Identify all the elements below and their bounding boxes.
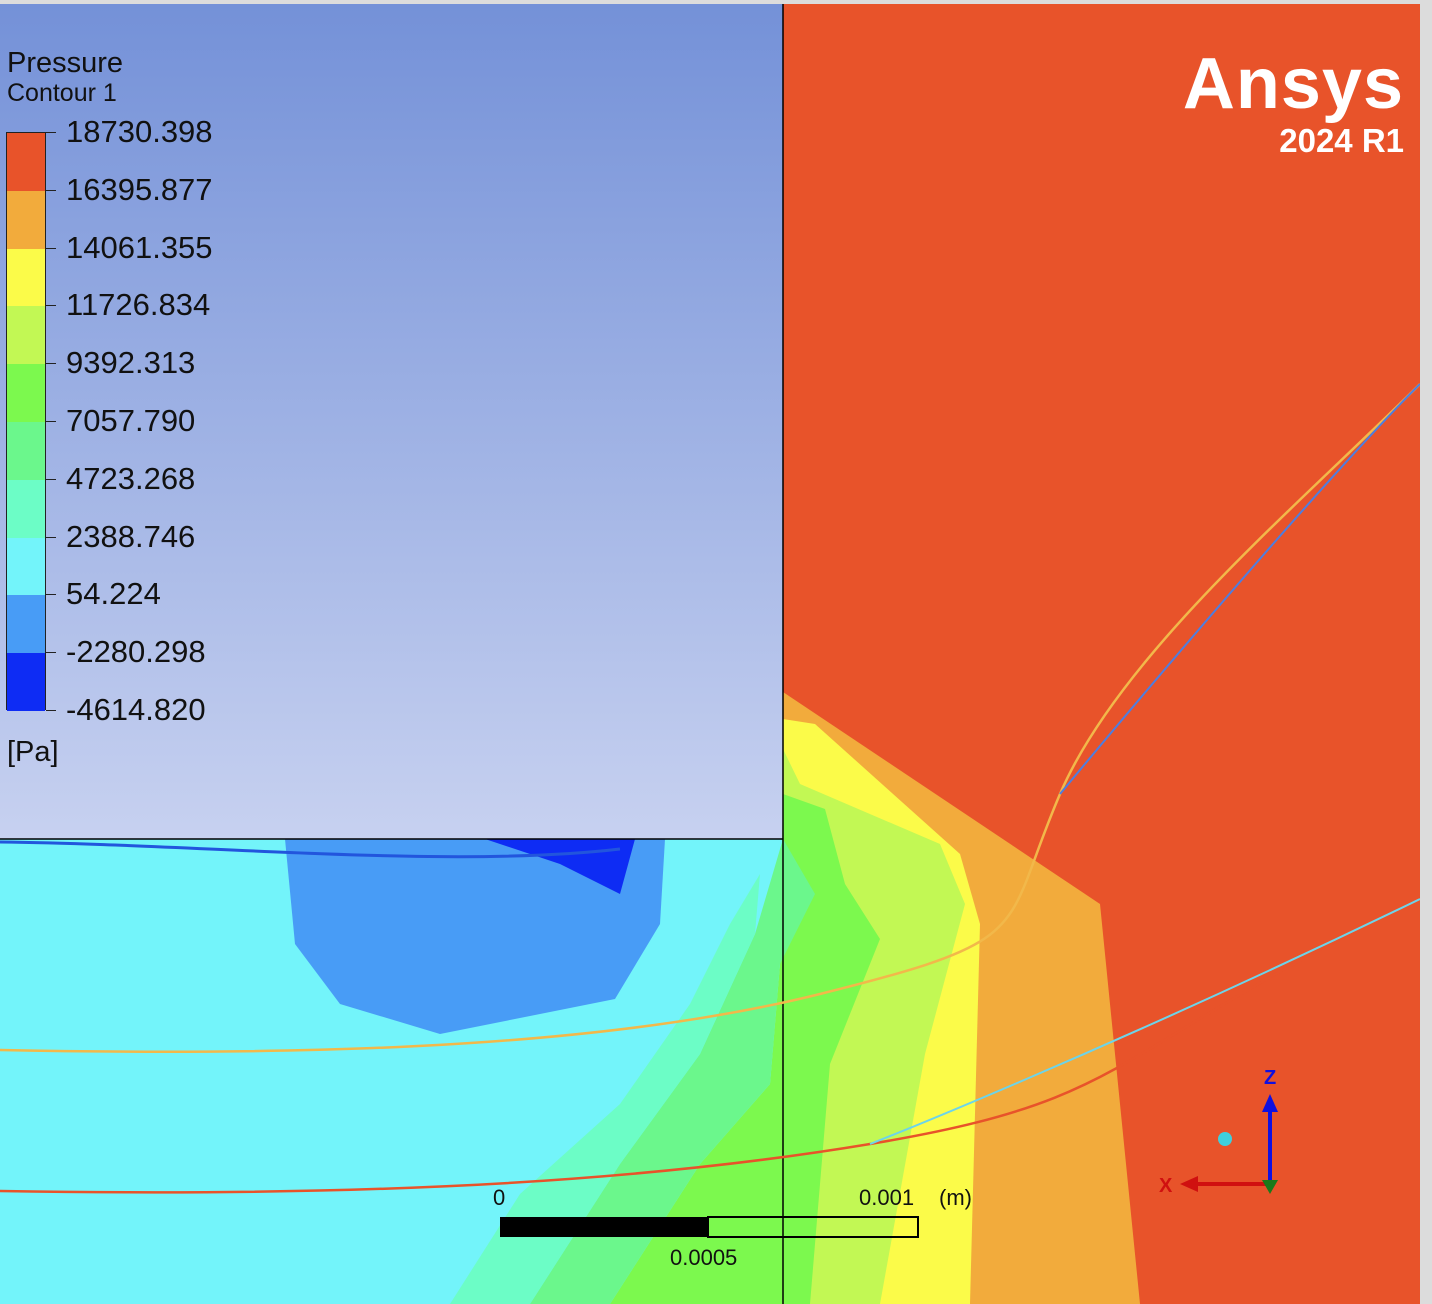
legend-tick [46, 305, 56, 307]
scale-bar-mid-label: 0.0005 [670, 1245, 738, 1270]
brand-version: 2024 R1 [1279, 122, 1404, 159]
legend-level-label: 11726.834 [66, 287, 211, 323]
viewport-background [0, 4, 783, 839]
legend-band [7, 248, 45, 307]
legend-tick [46, 132, 56, 133]
legend-level-label: -4614.820 [66, 692, 206, 727]
legend-band [7, 479, 45, 539]
scale-bar-start-label: 0 [493, 1185, 506, 1210]
legend-tick [46, 363, 56, 365]
legend-tick [46, 536, 56, 538]
contour-band-9392 [610, 794, 880, 1304]
legend-tick [46, 421, 56, 422]
triad-origin-marker [1218, 1132, 1232, 1146]
streamline-upper-arc [0, 840, 621, 859]
legend-tick [46, 594, 56, 596]
legend-band [7, 422, 45, 481]
legend-band [7, 364, 45, 423]
legend-level-label: 16395.877 [66, 171, 213, 207]
legend-band [7, 190, 45, 250]
triad-y-marker [1262, 1180, 1278, 1194]
brand-name: Ansys [1182, 44, 1404, 124]
legend-level-label: 2388.746 [66, 518, 196, 554]
legend-color-bar[interactable] [6, 132, 46, 712]
legend-tick [46, 478, 56, 480]
legend-level-label: -2280.298 [66, 634, 206, 670]
legend-band [7, 653, 45, 712]
legend-level-label: 14061.355 [66, 229, 213, 265]
legend-band [7, 133, 45, 192]
legend-tick [46, 652, 56, 654]
triad-x-arrowhead [1180, 1176, 1198, 1192]
legend-level-label: 9392.313 [66, 345, 196, 381]
graphics-viewport[interactable]: Pressure Contour 1 18730.398 16395.877 140… [0, 4, 1420, 1304]
scale-bar-white-segment [707, 1216, 919, 1238]
scale-bar-end-label: 0.001 [859, 1185, 915, 1210]
triad-x-label: X [1159, 1175, 1173, 1197]
legend-title: Pressure [7, 47, 124, 79]
legend-band [7, 306, 45, 365]
contour-band-negative-2280 [285, 839, 665, 1034]
legend-level-label: 7057.790 [66, 403, 196, 438]
legend-subtitle: Contour 1 [7, 79, 117, 107]
legend-tick [46, 710, 56, 711]
streamline-2 [0, 897, 1420, 1194]
legend-band [7, 595, 45, 654]
triad-z-label: Z [1264, 1067, 1277, 1089]
legend-level-label: 18730.398 [66, 114, 213, 149]
legend-level-label: 54.224 [66, 576, 161, 612]
contour-band-4723 [450, 874, 760, 1304]
legend-units: [Pa] [7, 736, 59, 768]
scale-bar-black-segment [500, 1217, 708, 1237]
ansys-logo: Ansys 2024 R1 [1183, 48, 1404, 157]
scale-bar-unit-label: (m) [939, 1185, 972, 1210]
legend-tick [46, 247, 56, 249]
legend-tick [46, 189, 56, 191]
legend-band [7, 537, 45, 596]
legend-level-label: 4723.268 [66, 460, 196, 496]
contour-plot[interactable] [0, 4, 1420, 1304]
streamline-1 [0, 383, 1420, 1054]
triad-z-arrowhead [1262, 1094, 1278, 1112]
streamline-1-highlight [1059, 383, 1420, 795]
streamline-2-highlight [869, 898, 1420, 1145]
contour-band-7057 [530, 839, 815, 1304]
